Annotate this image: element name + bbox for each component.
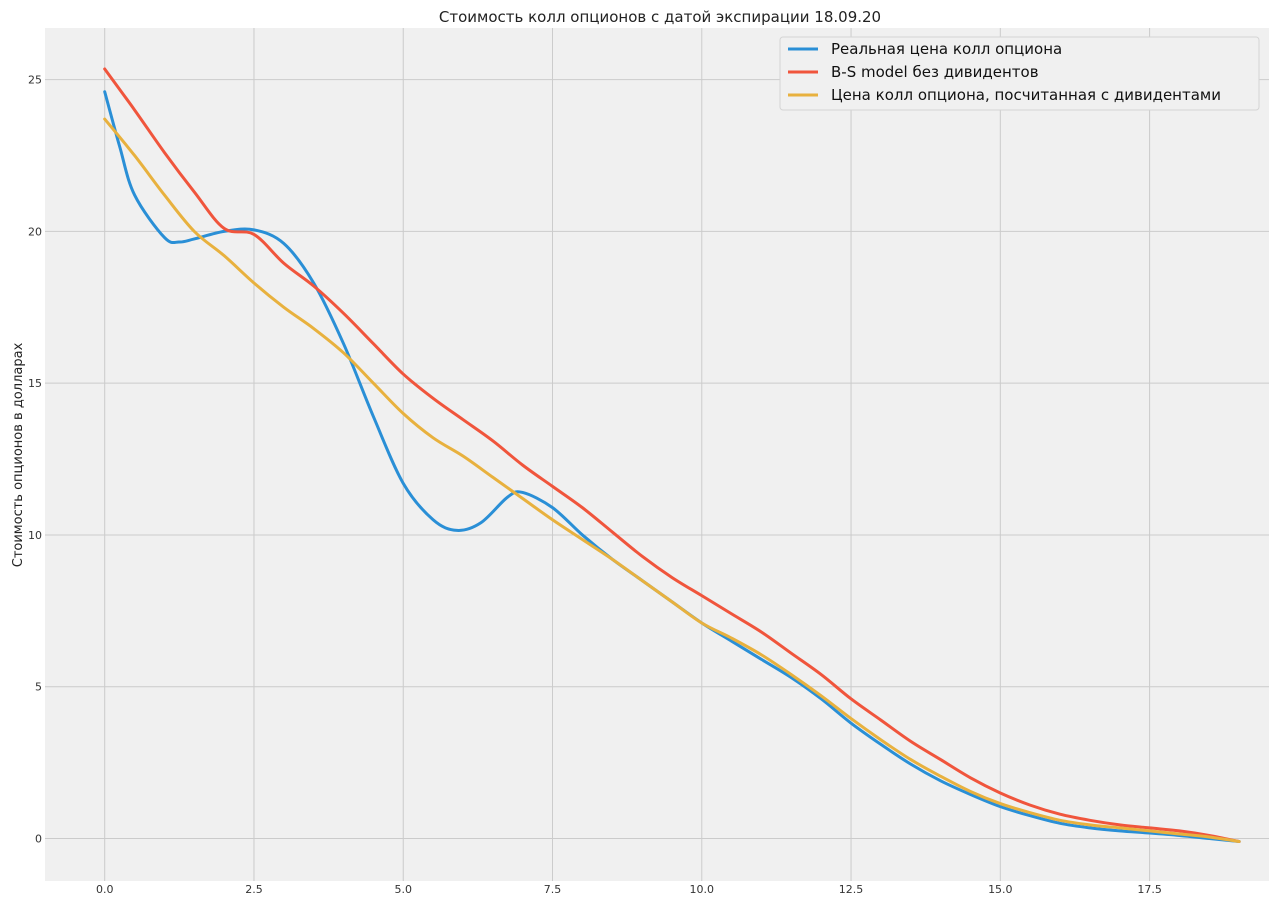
x-tick-label: 15.0: [988, 883, 1013, 896]
y-tick-label: 5: [35, 681, 42, 694]
series-lines: [103, 67, 1241, 844]
x-tick-labels: 0.0 2.5 5.0 7.5 10.0 12.5 15.0 17.5: [96, 883, 1162, 896]
x-tick-label: 12.5: [839, 883, 864, 896]
legend-label-3: Цена колл опциона, посчитанная с дивиден…: [831, 86, 1221, 104]
x-tick-label: 17.5: [1137, 883, 1162, 896]
series-line-2: [103, 67, 1241, 844]
plot-area-background: [45, 28, 1269, 881]
legend-box: [779, 36, 1260, 111]
legend-label-2: B-S model без дивидентов: [831, 63, 1039, 81]
y-tick-label: 15: [28, 377, 42, 390]
series-line-3: [103, 117, 1241, 844]
legend-label-1: Реальная цена колл опциона: [831, 40, 1062, 58]
x-tick-label: 0.0: [96, 883, 114, 896]
y-tick-label: 25: [28, 74, 42, 87]
x-tick-label: 7.5: [544, 883, 562, 896]
legend: Реальная цена колл опциона B-S model без …: [779, 36, 1260, 111]
y-axis-label: Стоимость опционов в долларах: [11, 342, 26, 567]
legend-entries: Реальная цена колл опциона B-S model без …: [788, 40, 1221, 104]
y-tick-label: 20: [28, 225, 42, 238]
chart-title: Стоимость колл опционов с датой экспирац…: [439, 8, 881, 26]
x-tick-label: 5.0: [394, 883, 412, 896]
y-tick-label: 10: [28, 529, 42, 542]
y-tick-labels: 0 5 10 15 20 25: [28, 74, 42, 846]
y-tick-label: 0: [35, 833, 42, 846]
x-tick-label: 10.0: [690, 883, 715, 896]
x-tick-label: 2.5: [245, 883, 263, 896]
